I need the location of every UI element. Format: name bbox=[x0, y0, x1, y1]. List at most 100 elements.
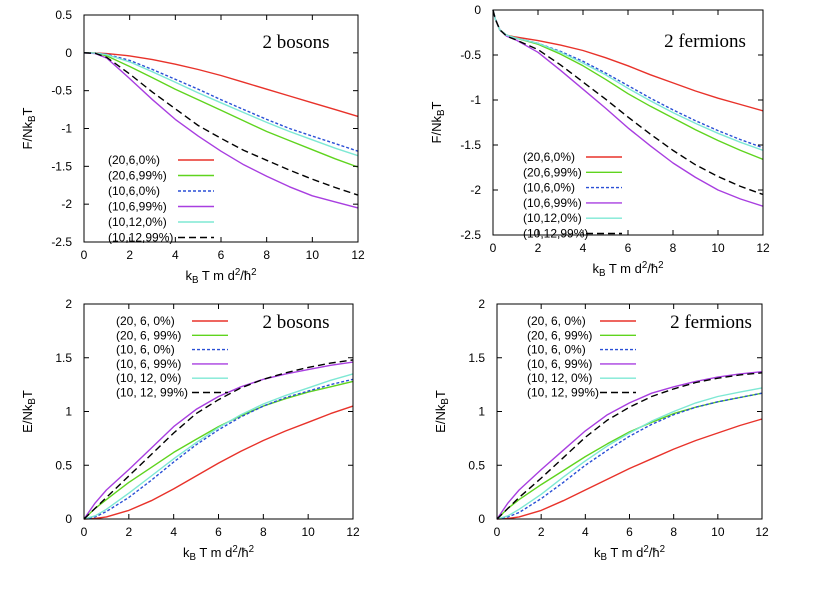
series-line bbox=[496, 392, 763, 520]
x-tick-label: 12 bbox=[755, 525, 769, 539]
y-tick-label: 0 bbox=[65, 46, 72, 60]
chart-panel-4: 0 2 4 6 8 10 12 0 0.5 1 1.5 2 kB T m d2/ħ2 E/NkBT 2 fe… bbox=[433, 297, 769, 563]
y-tick-label: 0 bbox=[478, 512, 485, 526]
series-line bbox=[83, 52, 359, 196]
legend-label: (20, 6, 99%) bbox=[116, 328, 181, 342]
x-tick-label: 4 bbox=[172, 248, 179, 262]
series-line bbox=[83, 378, 354, 520]
y-tick-label: 1 bbox=[65, 405, 72, 419]
series-line bbox=[496, 371, 763, 520]
legend-label: (10, 12, 0%) bbox=[116, 371, 181, 385]
x-tick-label: 0 bbox=[490, 241, 497, 255]
x-tick-label: 10 bbox=[711, 241, 725, 255]
y-tick-label: 0 bbox=[65, 512, 72, 526]
y-tick-label: -1 bbox=[470, 93, 481, 107]
legend-label: (20, 6, 99%) bbox=[527, 328, 592, 342]
series-line bbox=[83, 380, 354, 520]
legend-label: (10, 12, 0%) bbox=[527, 371, 592, 385]
legend-label: (10,6,0%) bbox=[108, 184, 160, 198]
y-tick-label: 2 bbox=[478, 297, 485, 311]
x-tick-label: 10 bbox=[306, 248, 320, 262]
legend-label: (10, 6, 0%) bbox=[527, 343, 586, 357]
legend-label: (10, 12, 99%) bbox=[527, 386, 599, 400]
legend: (20, 6, 0%)(20, 6, 99%)(10, 6, 0%)(10, 6… bbox=[116, 314, 228, 400]
x-tick-label: 12 bbox=[351, 248, 365, 262]
y-tick-label: -2 bbox=[470, 183, 481, 197]
y-tick-label: 0.5 bbox=[468, 458, 485, 472]
chart-panel-1: 0 2 4 6 8 10 12 0.5 0 -0.5 -1 -1.5 -2 -2.5 kB T m d2/ħ… bbox=[20, 8, 365, 286]
x-axis-label: kB T m d2/ħ2 bbox=[592, 260, 663, 279]
x-tick-label: 2 bbox=[535, 241, 542, 255]
series-line bbox=[83, 52, 359, 157]
legend-label: (10, 6, 99%) bbox=[527, 357, 592, 371]
chart-panel-2: 0 2 4 6 8 10 12 0 -0.5 -1 -1.5 -2 -2.5 kB T m d2/ħ2 F/… bbox=[429, 3, 770, 279]
legend-label: (10,6,99%) bbox=[523, 196, 582, 210]
x-tick-label: 2 bbox=[126, 248, 133, 262]
legend-label: (10,12,0%) bbox=[108, 215, 167, 229]
x-tick-label: 10 bbox=[711, 525, 725, 539]
legend-label: (10,12,0%) bbox=[523, 211, 582, 225]
panel-title: 2 bosons bbox=[262, 312, 329, 333]
x-tick-label: 0 bbox=[81, 525, 88, 539]
legend: (20, 6, 0%)(20, 6, 99%)(10, 6, 0%)(10, 6… bbox=[527, 314, 636, 400]
y-axis-label: E/NkBT bbox=[20, 390, 38, 433]
x-tick-label: 0 bbox=[81, 248, 88, 262]
series-line bbox=[83, 52, 359, 209]
x-tick-label: 12 bbox=[756, 241, 770, 255]
panel-title: 2 fermions bbox=[670, 312, 752, 333]
y-tick-label: 0 bbox=[474, 3, 481, 17]
x-tick-label: 6 bbox=[215, 525, 222, 539]
series-line bbox=[496, 372, 763, 520]
series-line bbox=[83, 52, 359, 168]
legend-label: (20,6,99%) bbox=[108, 169, 167, 183]
series-line bbox=[496, 418, 763, 520]
y-tick-label: 0.5 bbox=[55, 458, 72, 472]
y-axis-label: F/NkBT bbox=[20, 107, 38, 149]
y-tick-label: -0.5 bbox=[460, 48, 481, 62]
y-tick-label: 0.5 bbox=[55, 8, 72, 22]
series-line bbox=[83, 52, 359, 118]
x-tick-label: 8 bbox=[260, 525, 267, 539]
chart-panel-3: 0 2 4 6 8 10 12 0 0.5 1 1.5 2 kB T m d2/ħ2 E/NkBT 2 bo… bbox=[20, 297, 360, 563]
y-tick-label: 1.5 bbox=[55, 351, 72, 365]
x-tick-label: 2 bbox=[538, 525, 545, 539]
x-tick-label: 6 bbox=[218, 248, 225, 262]
series-line bbox=[492, 9, 764, 112]
x-tick-label: 8 bbox=[670, 241, 677, 255]
x-tick-label: 10 bbox=[301, 525, 315, 539]
y-tick-label: -2 bbox=[61, 197, 72, 211]
legend-label: (20,6,0%) bbox=[108, 153, 160, 167]
y-tick-label: -1.5 bbox=[460, 138, 481, 152]
x-axis-label: kB T m d2/ħ2 bbox=[594, 544, 665, 563]
panel-title: 2 bosons bbox=[262, 32, 329, 53]
x-tick-label: 4 bbox=[170, 525, 177, 539]
x-tick-label: 12 bbox=[346, 525, 360, 539]
legend: (20,6,0%)(20,6,99%)(10,6,0%)(10,6,99%)(1… bbox=[523, 150, 622, 241]
x-tick-label: 8 bbox=[670, 525, 677, 539]
x-tick-label: 2 bbox=[125, 525, 132, 539]
legend-label: (10,6,99%) bbox=[108, 200, 167, 214]
y-tick-label: 2 bbox=[65, 297, 72, 311]
x-tick-label: 4 bbox=[580, 241, 587, 255]
x-tick-label: 6 bbox=[625, 241, 632, 255]
series-line bbox=[496, 392, 763, 520]
legend-label: (10, 6, 0%) bbox=[116, 343, 175, 357]
legend-label: (10,12,99%) bbox=[108, 231, 173, 245]
legend-label: (10, 6, 99%) bbox=[116, 357, 181, 371]
series-line bbox=[83, 359, 354, 520]
legend: (20,6,0%)(20,6,99%)(10,6,0%)(10,6,99%)(1… bbox=[108, 153, 214, 245]
legend-label: (20,6,0%) bbox=[523, 150, 575, 164]
y-tick-label: -2.5 bbox=[460, 228, 481, 242]
y-tick-label: -0.5 bbox=[51, 84, 72, 98]
x-tick-label: 0 bbox=[494, 525, 501, 539]
y-tick-label: -1 bbox=[61, 122, 72, 136]
y-tick-label: 1 bbox=[478, 405, 485, 419]
x-tick-label: 6 bbox=[626, 525, 633, 539]
y-tick-label: -2.5 bbox=[51, 235, 72, 249]
series-line bbox=[83, 361, 354, 520]
x-tick-label: 8 bbox=[263, 248, 270, 262]
y-axis-label: F/NkBT bbox=[429, 101, 447, 143]
legend-label: (20, 6, 0%) bbox=[116, 314, 175, 328]
legend-label: (20,6,99%) bbox=[523, 165, 582, 179]
